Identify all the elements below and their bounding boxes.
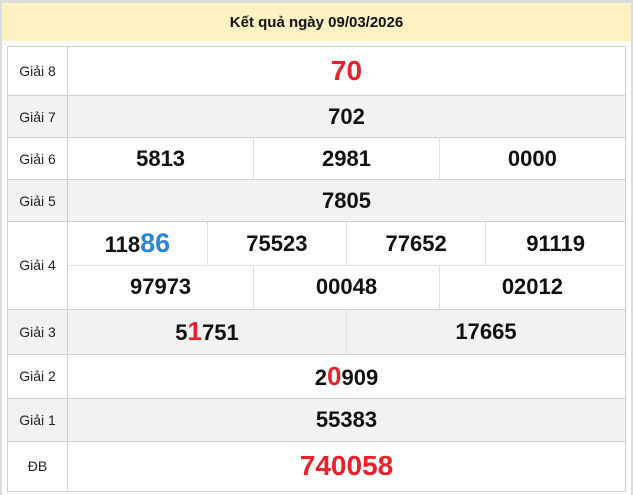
number-highlight: 0 bbox=[327, 360, 342, 391]
prize-label: ĐB bbox=[7, 440, 68, 492]
prize-number: 77652 bbox=[345, 222, 486, 265]
prize-number: 702 bbox=[67, 95, 626, 138]
prize-label: Giải 1 bbox=[7, 397, 68, 442]
prize-number: 7805 bbox=[67, 179, 626, 222]
prize-number: 5813 bbox=[136, 145, 186, 171]
number-part: 909 bbox=[341, 364, 379, 390]
prize-label: Giải 4 bbox=[7, 221, 68, 310]
prize-label: Giải 3 bbox=[7, 308, 68, 355]
prize-label: Giải 7 bbox=[7, 95, 68, 138]
prize-number: 20909 bbox=[67, 353, 626, 399]
prize-number: 75523 bbox=[206, 222, 347, 265]
row-giai-3: Giải 3 51751 17665 bbox=[7, 308, 626, 355]
prize-number: 97973 bbox=[129, 274, 192, 300]
prize-label: Giải 2 bbox=[7, 353, 68, 399]
number-part: 5 bbox=[175, 320, 188, 345]
row-giai-7: Giải 7 702 bbox=[7, 95, 626, 138]
number-part: 118 bbox=[104, 232, 141, 257]
row-giai-6: Giải 6 5813 2981 0000 bbox=[7, 137, 626, 180]
row-giai-1: Giải 1 55383 bbox=[7, 397, 626, 442]
prize-number: 00048 bbox=[253, 265, 440, 309]
prize-label: Giải 8 bbox=[7, 46, 68, 96]
results-title: Kết quả ngày 09/03/2026 bbox=[2, 3, 631, 41]
prize-label: Giải 5 bbox=[7, 179, 68, 222]
prize-number: 0000 bbox=[438, 138, 625, 179]
prize-number: 91119 bbox=[485, 222, 625, 265]
row-giai-5: Giải 5 7805 bbox=[7, 179, 626, 222]
prize-label: Giải 6 bbox=[7, 137, 68, 180]
prize-number: 02012 bbox=[438, 265, 625, 309]
row-giai-8: Giải 8 70 bbox=[7, 46, 626, 96]
prize-number: 55383 bbox=[67, 397, 626, 442]
prize-number: 70 bbox=[67, 46, 626, 96]
prize-number: 740058 bbox=[67, 440, 626, 492]
number-highlight: 86 bbox=[140, 228, 171, 258]
prize-number: 2981 bbox=[253, 138, 440, 179]
prize-number: 11886 bbox=[68, 222, 207, 265]
number-part: 751 bbox=[202, 320, 239, 345]
prize-number: 17665 bbox=[346, 309, 625, 354]
row-giai-4: Giải 4 11886 75523 77652 91119 97973 00048 02… bbox=[7, 221, 626, 310]
results-table: Giải 8 70 Giải 7 702 Giải 6 5813 2981 0000 Gi… bbox=[7, 46, 626, 492]
prize-number: 51751 bbox=[68, 309, 347, 354]
row-giai-2: Giải 2 20909 bbox=[7, 353, 626, 399]
number-part: 2 bbox=[314, 364, 328, 390]
number-highlight: 1 bbox=[187, 316, 202, 346]
row-dac-biet: ĐB 740058 bbox=[7, 440, 626, 492]
